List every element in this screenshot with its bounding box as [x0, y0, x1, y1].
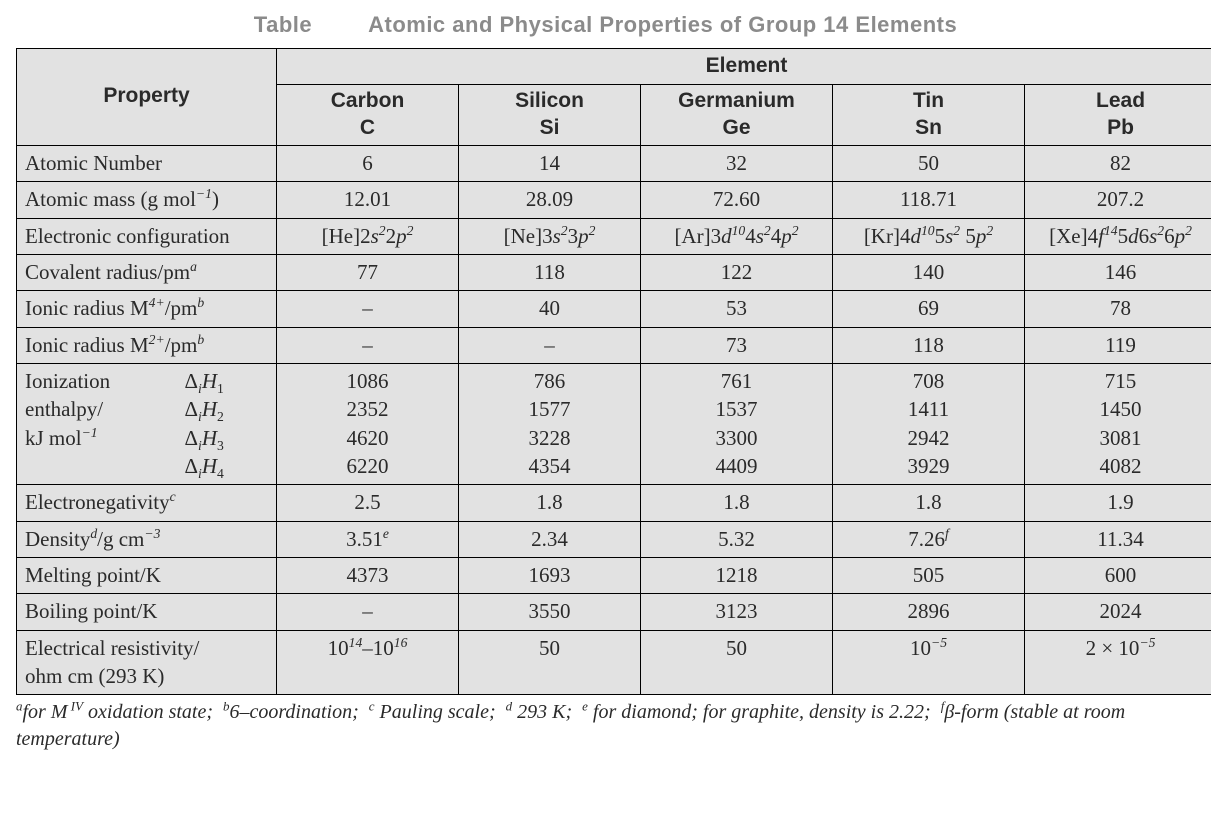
- label-melting: Melting point/K: [17, 557, 277, 593]
- label-resistivity: Electrical resistivity/ohm cm (293 K): [17, 630, 277, 695]
- label-ionic-radius-2: Ionic radius M2+/pmb: [17, 327, 277, 363]
- cell: 1.8: [641, 485, 833, 521]
- cell: 12.01: [277, 182, 459, 218]
- cell: 2 × 10−5: [1025, 630, 1211, 695]
- cell: 761 1537 3300 4409: [641, 363, 833, 484]
- cell: 50: [459, 630, 641, 695]
- properties-table: Property Element CarbonC SiliconSi Germa…: [16, 48, 1211, 695]
- cell: 69: [833, 291, 1025, 327]
- cell: 4373: [277, 557, 459, 593]
- cell: 1.8: [833, 485, 1025, 521]
- cell: 73: [641, 327, 833, 363]
- col-carbon: CarbonC: [277, 85, 459, 146]
- cell: 140: [833, 254, 1025, 290]
- label-density: Densityd/g cm−3: [17, 521, 277, 557]
- cell: [He]2s22p2: [277, 218, 459, 254]
- label-electronegativity: Electronegativityc: [17, 485, 277, 521]
- cell: 600: [1025, 557, 1211, 593]
- cell: 207.2: [1025, 182, 1211, 218]
- cell: 3.51e: [277, 521, 459, 557]
- cell: 6: [277, 145, 459, 181]
- cell: 40: [459, 291, 641, 327]
- cell: 2024: [1025, 594, 1211, 630]
- row-covalent-radius: Covalent radius/pma 77 118 122 140 146: [17, 254, 1211, 290]
- table-header-row: Property Element: [17, 49, 1211, 85]
- table-title: Table Atomic and Physical Properties of …: [16, 12, 1195, 38]
- cell: –: [277, 594, 459, 630]
- table-footnotes: afor M IV oxidation state; b6–coordinati…: [16, 699, 1195, 753]
- cell: 50: [833, 145, 1025, 181]
- label-covalent-radius: Covalent radius/pma: [17, 254, 277, 290]
- col-lead: LeadPb: [1025, 85, 1211, 146]
- cell: 2.5: [277, 485, 459, 521]
- cell: 1693: [459, 557, 641, 593]
- row-density: Densityd/g cm−3 3.51e 2.34 5.32 7.26f 11…: [17, 521, 1211, 557]
- title-label: Table: [254, 12, 312, 38]
- cell: 2896: [833, 594, 1025, 630]
- cell: 1014–1016: [277, 630, 459, 695]
- cell: 119: [1025, 327, 1211, 363]
- cell: 118: [459, 254, 641, 290]
- label-atomic-number: Atomic Number: [17, 145, 277, 181]
- cell: 505: [833, 557, 1025, 593]
- cell: 1.8: [459, 485, 641, 521]
- col-germanium: GermaniumGe: [641, 85, 833, 146]
- cell: 82: [1025, 145, 1211, 181]
- cell: 3123: [641, 594, 833, 630]
- row-boiling: Boiling point/K – 3550 3123 2896 2024: [17, 594, 1211, 630]
- header-property: Property: [17, 49, 277, 146]
- row-ionic-radius-2: Ionic radius M2+/pmb – – 73 118 119: [17, 327, 1211, 363]
- cell: 72.60: [641, 182, 833, 218]
- cell: 786 1577 3228 4354: [459, 363, 641, 484]
- row-atomic-number: Atomic Number 6 14 32 50 82: [17, 145, 1211, 181]
- label-atomic-mass: Atomic mass (g mol−1): [17, 182, 277, 218]
- cell: 122: [641, 254, 833, 290]
- label-econfig: Electronic configuration: [17, 218, 277, 254]
- row-electronegativity: Electronegativityc 2.5 1.8 1.8 1.8 1.9: [17, 485, 1211, 521]
- cell: [Ar]3d104s24p2: [641, 218, 833, 254]
- row-econfig: Electronic configuration [He]2s22p2 [Ne]…: [17, 218, 1211, 254]
- row-melting: Melting point/K 4373 1693 1218 505 600: [17, 557, 1211, 593]
- col-tin: TinSn: [833, 85, 1025, 146]
- cell: 11.34: [1025, 521, 1211, 557]
- label-ionic-radius-4: Ionic radius M4+/pmb: [17, 291, 277, 327]
- cell: 14: [459, 145, 641, 181]
- cell: 50: [641, 630, 833, 695]
- row-atomic-mass: Atomic mass (g mol−1) 12.01 28.09 72.60 …: [17, 182, 1211, 218]
- cell: [Kr]4d105s2 5p2: [833, 218, 1025, 254]
- cell: 3550: [459, 594, 641, 630]
- title-main: Atomic and Physical Properties of Group …: [368, 12, 957, 38]
- label-boiling: Boiling point/K: [17, 594, 277, 630]
- cell: 118.71: [833, 182, 1025, 218]
- cell: 1218: [641, 557, 833, 593]
- label-ionization: Ionizationenthalpy/kJ mol−1: [17, 363, 177, 484]
- cell: 118: [833, 327, 1025, 363]
- row-resistivity: Electrical resistivity/ohm cm (293 K) 10…: [17, 630, 1211, 695]
- row-ionic-radius-4: Ionic radius M4+/pmb – 40 53 69 78: [17, 291, 1211, 327]
- cell: 146: [1025, 254, 1211, 290]
- label-ionization-sub: ΔiH1 ΔiH2 ΔiH3 ΔiH4: [177, 363, 277, 484]
- cell: [Xe]4f145d6s26p2: [1025, 218, 1211, 254]
- cell: 715 1450 3081 4082: [1025, 363, 1211, 484]
- cell: 28.09: [459, 182, 641, 218]
- row-ionization: Ionizationenthalpy/kJ mol−1 ΔiH1 ΔiH2 Δi…: [17, 363, 1211, 484]
- cell: 10−5: [833, 630, 1025, 695]
- cell: –: [277, 327, 459, 363]
- cell: 32: [641, 145, 833, 181]
- cell: 53: [641, 291, 833, 327]
- cell: 708 1411 2942 3929: [833, 363, 1025, 484]
- header-element: Element: [277, 49, 1211, 85]
- cell: 7.26f: [833, 521, 1025, 557]
- cell: 77: [277, 254, 459, 290]
- cell: –: [459, 327, 641, 363]
- cell: 1.9: [1025, 485, 1211, 521]
- cell: 78: [1025, 291, 1211, 327]
- cell: [Ne]3s23p2: [459, 218, 641, 254]
- cell: 2.34: [459, 521, 641, 557]
- cell: 1086 2352 4620 6220: [277, 363, 459, 484]
- col-silicon: SiliconSi: [459, 85, 641, 146]
- cell: –: [277, 291, 459, 327]
- cell: 5.32: [641, 521, 833, 557]
